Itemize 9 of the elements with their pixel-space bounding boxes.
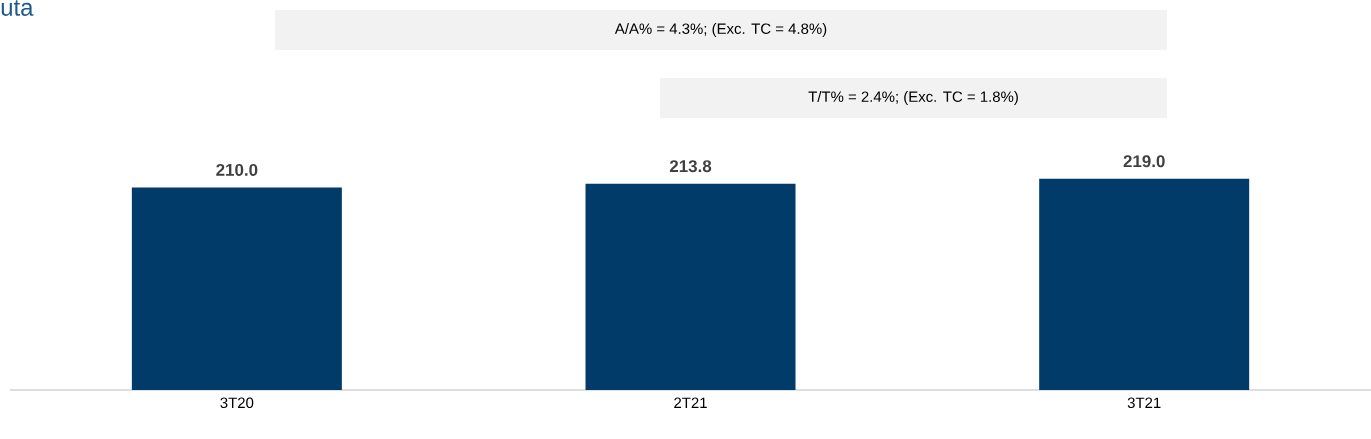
text: T/T% = 2.4%; (Exc. TC = 1.8%) <box>808 91 1018 105</box>
text: A/A% = 4.3%; (Exc. TC = 4.8%) <box>614 23 827 37</box>
data-label: 210.0 <box>216 163 258 176</box>
x-tick-label: 3T21 <box>1127 397 1161 409</box>
data-label: 219.0 <box>1123 155 1165 168</box>
chart-title: uta <box>1 0 34 16</box>
x-tick-label: 2T21 <box>674 397 707 408</box>
x-tick-label: 3T20 <box>220 397 254 409</box>
data-label: 213.8 <box>669 160 712 173</box>
